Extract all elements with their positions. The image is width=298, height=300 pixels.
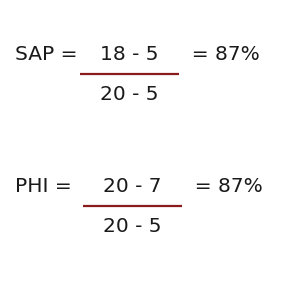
Text: = 87%: = 87% [182,176,263,196]
Text: 18 - 5: 18 - 5 [100,44,159,64]
Text: 20 - 5: 20 - 5 [100,85,159,104]
Text: 20 - 7: 20 - 7 [103,176,162,196]
Text: SAP =: SAP = [15,44,84,64]
Text: PHI =: PHI = [15,176,78,196]
Text: 20 - 5: 20 - 5 [103,217,162,236]
Text: = 87%: = 87% [179,44,260,64]
